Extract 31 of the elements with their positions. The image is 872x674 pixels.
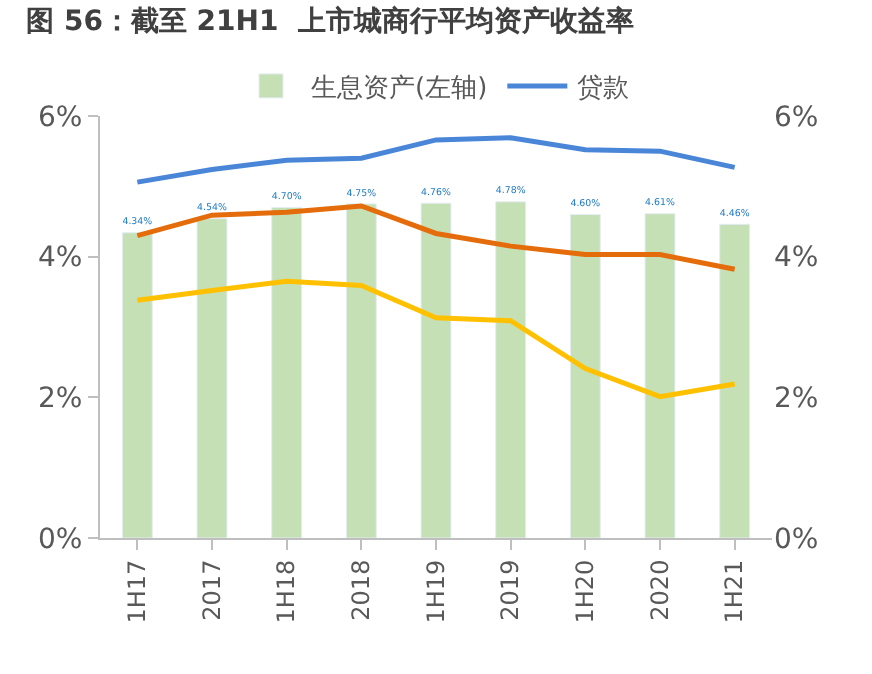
bar	[719, 223, 751, 538]
x-tick-label: 1H20	[571, 559, 600, 624]
x-tick-label: 2020	[645, 559, 674, 621]
legend-label: 贷款	[577, 74, 630, 105]
bar	[345, 203, 377, 538]
x-tick-label: 1H21	[720, 559, 749, 624]
x-tick-label: 2019	[496, 559, 525, 621]
y2-tick-label: 0%	[774, 523, 819, 556]
bar	[569, 213, 601, 538]
bar	[121, 232, 153, 538]
x-tick-label: 1H19	[421, 559, 450, 624]
y-tick-label: 0%	[37, 523, 83, 556]
line-series	[134, 135, 738, 185]
legend-label: 生息资产(左轴)	[311, 74, 488, 105]
y2-tick-label: 2%	[774, 383, 819, 416]
x-tick-label: 2018	[347, 559, 376, 621]
chart-title: 图 56：截至 21H1 上市城商行平均资产收益率	[26, 3, 634, 38]
y-tick-label: 4%	[37, 242, 83, 275]
x-tick-label: 2017	[197, 559, 226, 621]
line-series	[134, 278, 738, 400]
bar	[495, 201, 527, 538]
y-tick-label: 6%	[37, 101, 83, 134]
y2-tick-label: 6%	[774, 101, 819, 134]
bar	[420, 202, 452, 538]
x-tick-label: 1H17	[123, 559, 152, 624]
bar	[271, 206, 303, 538]
y2-tick-label: 4%	[774, 242, 819, 275]
x-tick-label: 1H18	[272, 559, 301, 624]
y-tick-label: 2%	[37, 383, 83, 416]
bar	[196, 218, 228, 538]
bar	[644, 213, 676, 538]
